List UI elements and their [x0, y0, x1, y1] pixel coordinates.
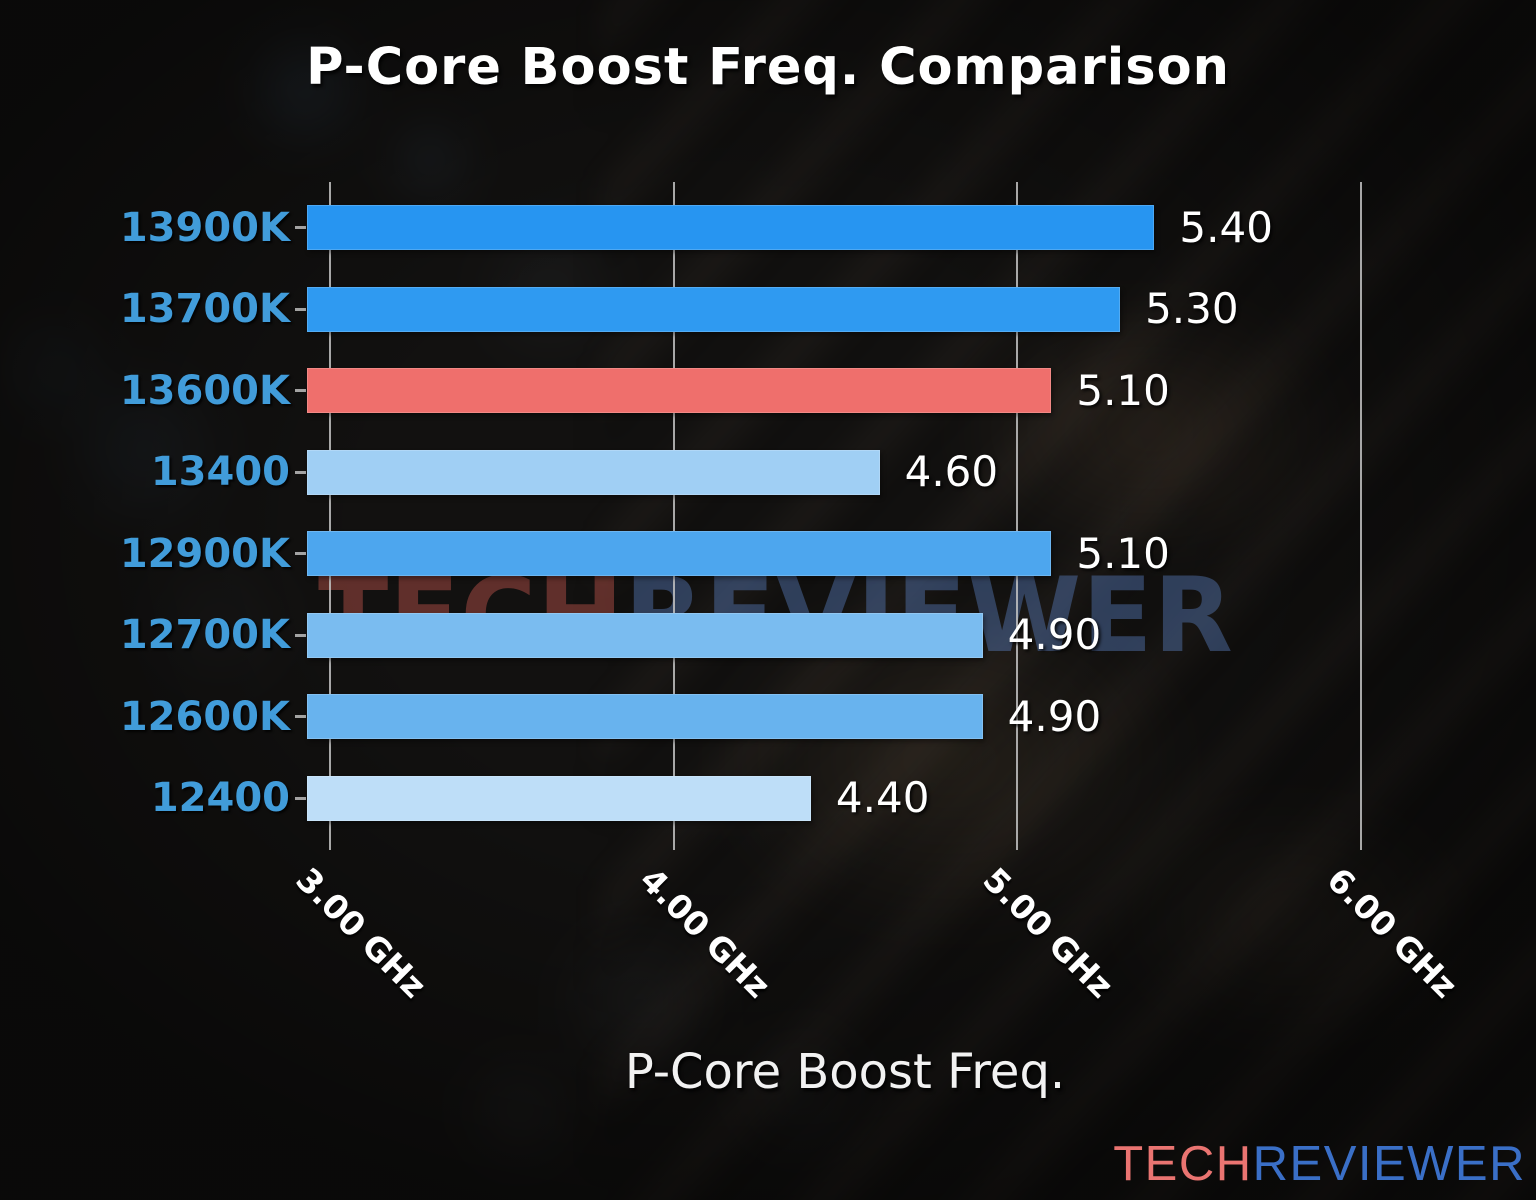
- gridline-5: [1016, 182, 1018, 850]
- bar-12600K: [307, 694, 983, 740]
- value-label-13900K: 5.40: [1179, 202, 1273, 252]
- value-label-12700K: 4.90: [1007, 610, 1102, 660]
- gridline-3: [329, 182, 331, 850]
- category-label-12900K: 12900K: [119, 530, 290, 577]
- y-axis-tick: [295, 715, 306, 719]
- bar-13700K: [307, 286, 1121, 332]
- category-label-12400: 12400: [150, 775, 290, 822]
- chart-title: P-Core Boost Freq. Comparison: [306, 38, 1230, 97]
- y-axis-tick: [295, 470, 306, 474]
- bar-12700K: [307, 612, 983, 658]
- value-label-12900K: 5.10: [1076, 528, 1170, 578]
- value-label-13700K: 5.30: [1145, 284, 1239, 334]
- x-axis-label: P-Core Boost Freq.: [624, 1044, 1066, 1100]
- y-axis-tick: [295, 307, 306, 311]
- y-axis-tick: [295, 633, 306, 637]
- background-heatsink-streaks: [600, 0, 1536, 1200]
- category-label-13600K: 13600K: [119, 367, 290, 414]
- bar-13400: [307, 449, 880, 495]
- category-label-13900K: 13900K: [119, 204, 290, 251]
- y-axis-tick: [295, 796, 306, 800]
- y-axis-tick: [295, 389, 306, 393]
- category-label-13400: 13400: [150, 449, 290, 496]
- y-axis-tick: [295, 552, 306, 556]
- bar-12400: [307, 775, 811, 821]
- value-label-13400: 4.60: [904, 447, 999, 497]
- category-label-12700K: 12700K: [119, 612, 290, 659]
- bar-13600K: [307, 368, 1052, 414]
- value-label-13600K: 5.10: [1076, 365, 1170, 415]
- value-label-12600K: 4.90: [1007, 691, 1102, 741]
- gridline-6: [1359, 182, 1362, 850]
- bar-12900K: [307, 531, 1052, 577]
- y-axis-tick: [295, 226, 306, 230]
- value-label-12400: 4.40: [835, 773, 930, 823]
- bar-13900K: [307, 205, 1155, 251]
- site-logo-tech: TECH: [1113, 1137, 1253, 1191]
- site-logo-reviewer: REVIEWER: [1252, 1137, 1526, 1191]
- category-label-13700K: 13700K: [119, 286, 290, 333]
- gridline-4: [672, 182, 675, 850]
- category-label-12600K: 12600K: [119, 693, 290, 740]
- site-logo: TECHREVIEWER: [1113, 1136, 1526, 1192]
